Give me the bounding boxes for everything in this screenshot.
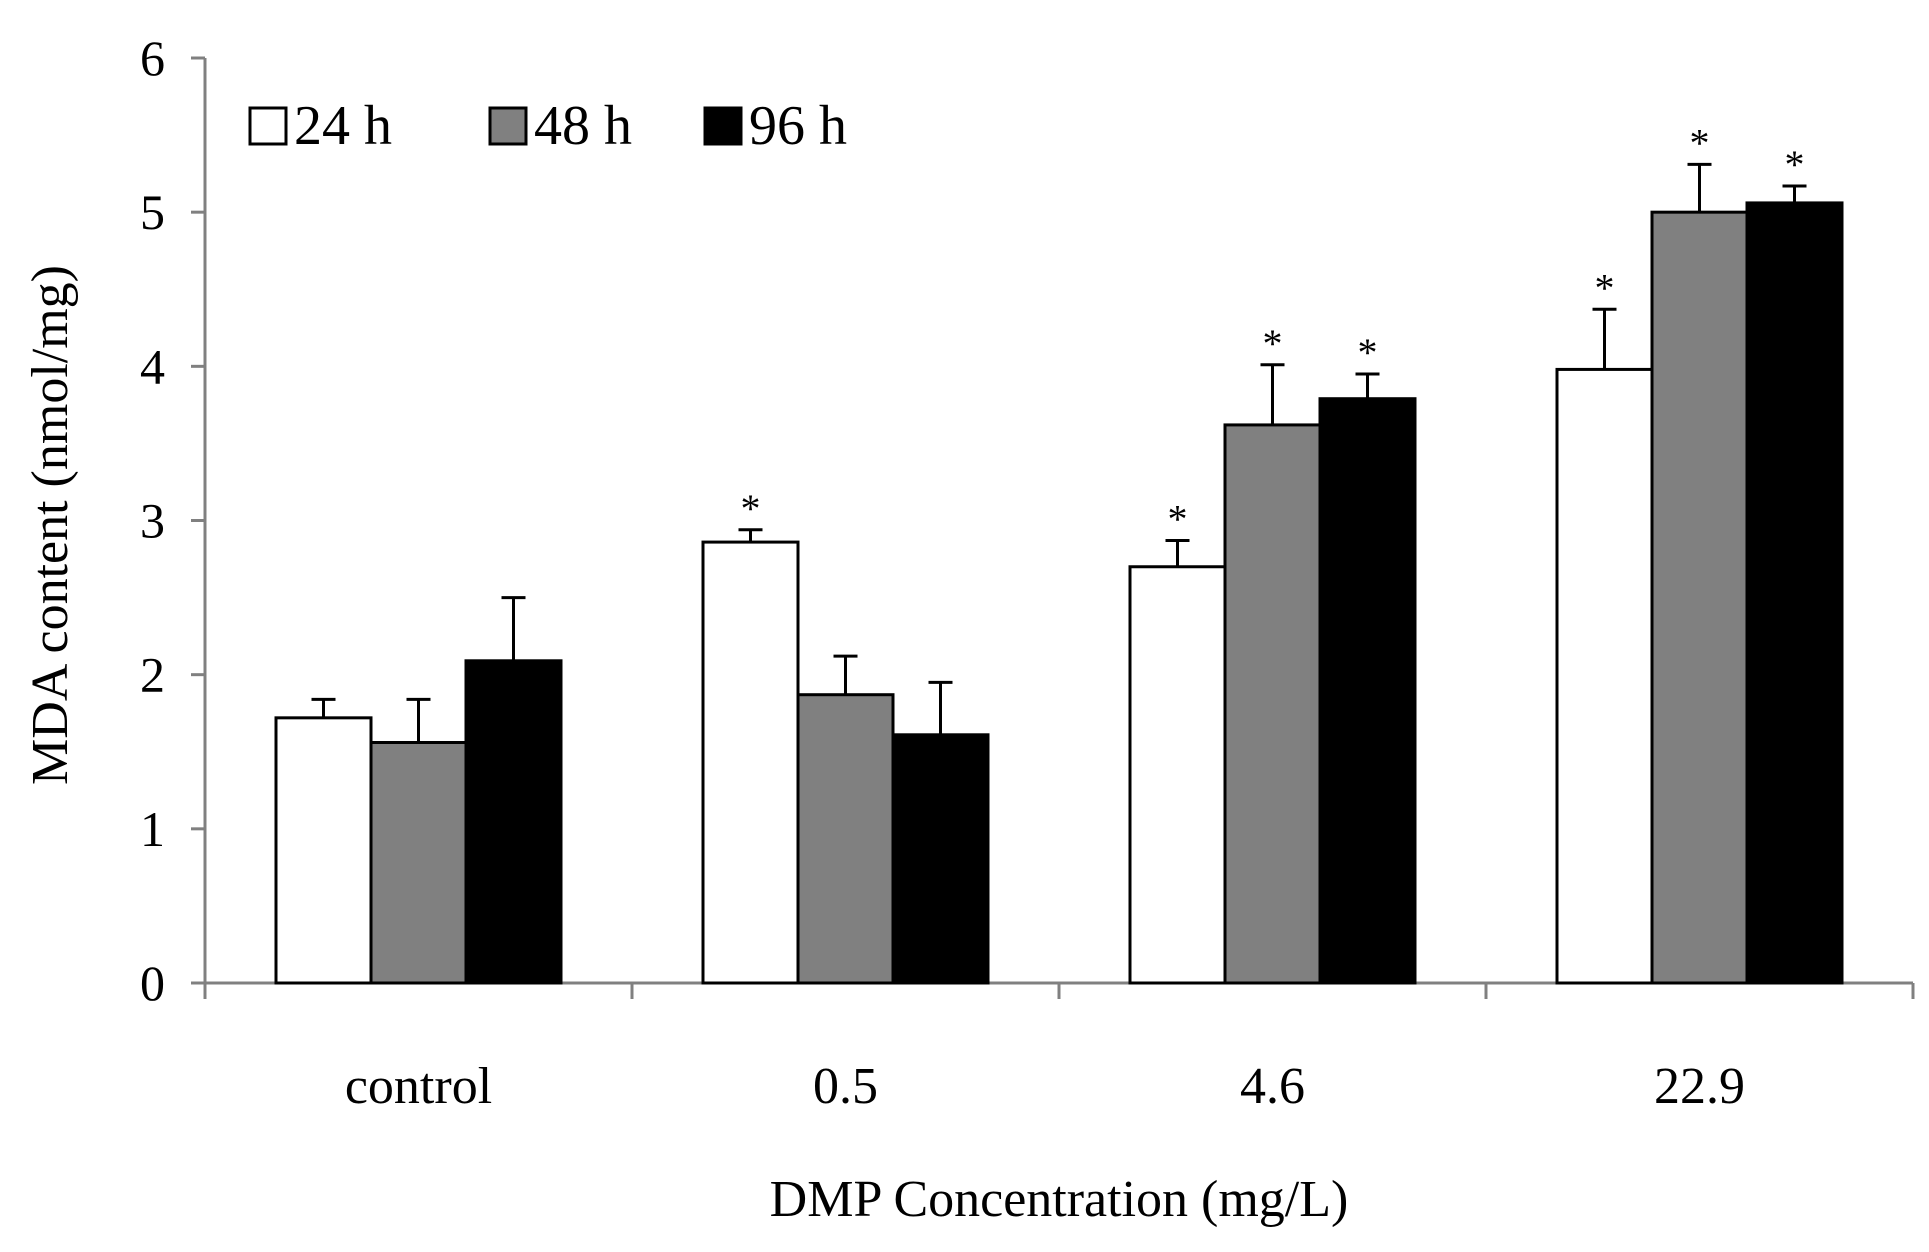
bar	[1745, 201, 1844, 985]
significance-marker: *	[1785, 142, 1805, 187]
x-tick-label: 4.6	[1240, 1058, 1305, 1115]
legend-swatch	[248, 106, 288, 146]
y-tick-label: 4	[140, 338, 165, 394]
significance-marker: *	[1263, 321, 1283, 366]
y-tick-label: 6	[140, 30, 165, 86]
x-tick-labels: control 0.5 4.6 22.9	[203, 983, 1915, 1115]
x-tick-label: 0.5	[813, 1058, 878, 1115]
y-tick-label: 2	[140, 647, 165, 703]
y-axis-label: MDA content (nmol/mg)	[22, 265, 79, 785]
bars: * * * * * * *	[274, 120, 1844, 985]
legend-swatch	[488, 106, 528, 146]
bar	[274, 716, 373, 985]
legend-label: 24 h	[294, 95, 392, 157]
bar	[464, 659, 563, 985]
significance-marker: *	[1690, 120, 1710, 165]
legend-label: 48 h	[534, 95, 632, 157]
x-axis-label: DMP Concentration (mg/L)	[770, 1171, 1349, 1228]
bar	[1318, 397, 1417, 985]
y-tick-label: 0	[140, 955, 165, 1011]
y-ticks: 0 1 2 3 4 5 6	[140, 30, 205, 1011]
bar	[1555, 367, 1654, 985]
bar	[369, 741, 468, 985]
significance-marker: *	[1595, 265, 1615, 310]
significance-marker: *	[741, 486, 761, 531]
y-tick-label: 1	[140, 801, 165, 857]
y-tick-label: 3	[140, 493, 165, 549]
significance-marker: *	[1168, 497, 1188, 542]
bar	[891, 733, 990, 985]
bar	[701, 540, 800, 985]
y-tick-label: 5	[140, 184, 165, 240]
bar	[1223, 423, 1322, 985]
bar	[1650, 210, 1749, 985]
legend-label: 96 h	[749, 95, 847, 157]
x-tick-label: 22.9	[1654, 1058, 1745, 1115]
legend-swatch	[703, 106, 743, 146]
significance-marker: *	[1358, 330, 1378, 375]
bar	[1128, 565, 1227, 985]
bar	[796, 693, 895, 985]
x-tick-label: control	[345, 1058, 492, 1115]
legend: 24 h 48 h 96 h	[248, 95, 847, 157]
